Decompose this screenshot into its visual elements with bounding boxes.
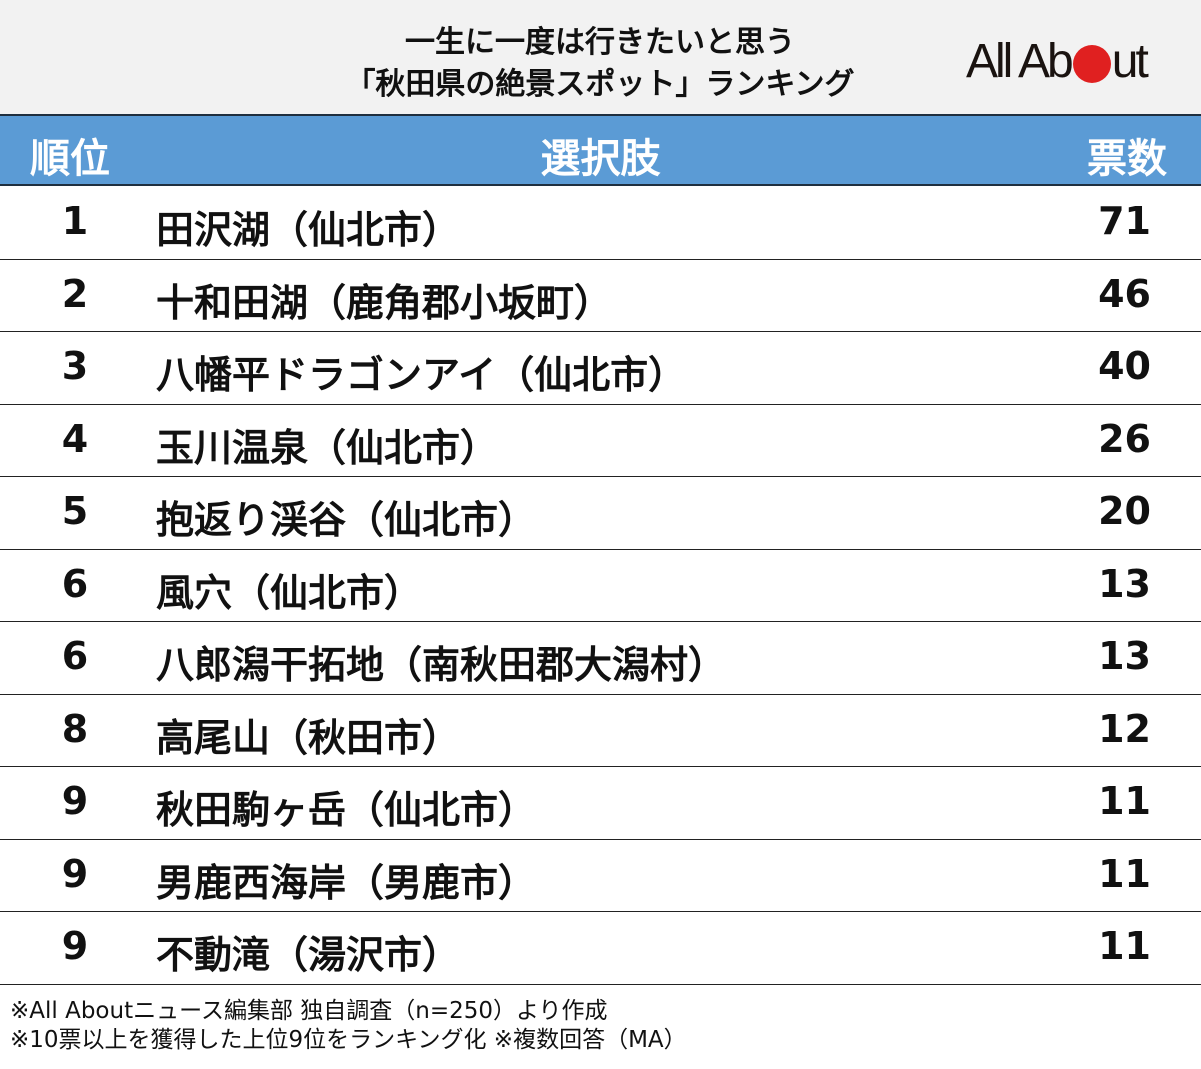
votes-cell: 46 [1098, 271, 1151, 316]
table-row: 8 高尾山（秋田市） 12 [0, 695, 1201, 767]
table-row: 4 玉川温泉（仙北市） 26 [0, 405, 1201, 477]
table-row: 5 抱返り渓谷（仙北市） 20 [0, 477, 1201, 550]
choice-cell: 高尾山（秋田市） [156, 715, 461, 760]
rank-cell: 5 [61, 489, 89, 533]
choice-cell: 八郎潟干拓地（南秋田郡大潟村） [156, 643, 727, 687]
rank-cell: 1 [61, 199, 89, 243]
choice-cell: 不動滝（湯沢市） [156, 933, 461, 977]
rank-cell: 6 [61, 561, 89, 606]
logo-text-left: All Ab [966, 34, 1074, 88]
rank-cell: 3 [61, 344, 89, 388]
table-row: 9 男鹿西海岸（男鹿市） 11 [0, 840, 1201, 912]
ranking-table: 1 田沢湖（仙北市） 71 2 十和田湖（鹿角郡小坂町） 46 3 八幡平ドラゴンアイ（仙… [0, 187, 1201, 985]
table-row: 9 秋田駒ヶ岳（仙北市） 11 [0, 767, 1201, 840]
choice-cell: 玉川温泉（仙北市） [156, 425, 499, 470]
table-row: 3 八幡平ドラゴンアイ（仙北市） 40 [0, 332, 1201, 405]
votes-cell: 11 [1098, 779, 1151, 823]
votes-cell: 40 [1098, 344, 1151, 388]
choice-cell: 八幡平ドラゴンアイ（仙北市） [156, 353, 687, 397]
title-line-1: 一生に一度は行きたいと思う [405, 25, 795, 60]
logo-text-right: ut [1111, 34, 1149, 88]
header-rank: 順位 [30, 136, 110, 182]
table-row: 2 十和田湖（鹿角郡小坂町） 46 [0, 260, 1201, 332]
table-row: 6 八郎潟干拓地（南秋田郡大潟村） 13 [0, 622, 1201, 695]
footnotes: ※All Aboutニュース編集部 独自調査（n=250）より作成 ※10票以上… [10, 997, 687, 1055]
table-row: 6 風穴（仙北市） 13 [0, 550, 1201, 622]
votes-cell: 13 [1098, 634, 1151, 678]
votes-cell: 11 [1098, 924, 1151, 968]
allabout-logo: All Ab ut [966, 34, 1149, 88]
rank-cell: 8 [61, 706, 89, 751]
choice-cell: 抱返り渓谷（仙北市） [156, 498, 537, 542]
choice-cell: 男鹿西海岸（男鹿市） [156, 860, 537, 905]
rank-cell: 9 [61, 924, 89, 968]
votes-cell: 11 [1098, 851, 1151, 896]
footnote-source: ※All Aboutニュース編集部 独自調査（n=250）より作成 [10, 998, 608, 1024]
rank-cell: 9 [61, 779, 89, 823]
votes-cell: 20 [1098, 489, 1151, 533]
footnote-method: ※10票以上を獲得した上位9位をランキング化 ※複数回答（MA） [10, 1027, 687, 1053]
chart-title: 一生に一度は行きたいと思う 「秋田県の絶景スポット」ランキング [250, 22, 950, 106]
choice-cell: 風穴（仙北市） [156, 570, 423, 615]
votes-cell: 13 [1098, 561, 1151, 606]
votes-cell: 26 [1098, 416, 1151, 461]
votes-cell: 12 [1098, 706, 1151, 751]
rank-cell: 6 [61, 634, 89, 678]
table-row: 1 田沢湖（仙北市） 71 [0, 187, 1201, 260]
rank-cell: 4 [61, 416, 89, 461]
title-area: 一生に一度は行きたいと思う 「秋田県の絶景スポット」ランキング All Ab ut [0, 0, 1201, 114]
table-row: 9 不動滝（湯沢市） 11 [0, 912, 1201, 985]
choice-cell: 田沢湖（仙北市） [156, 208, 461, 252]
header-votes: 票数 [1087, 136, 1167, 182]
table-header: 選択肢 順位 票数 [0, 114, 1201, 186]
rank-cell: 2 [61, 271, 89, 316]
rank-cell: 9 [61, 851, 89, 896]
choice-cell: 十和田湖（鹿角郡小坂町） [156, 280, 613, 325]
choice-cell: 秋田駒ヶ岳（仙北市） [156, 788, 537, 832]
title-line-2: 「秋田県の絶景スポット」ランキング [345, 67, 855, 102]
votes-cell: 71 [1098, 199, 1151, 243]
header-choice: 選択肢 [540, 136, 661, 182]
logo-red-dot-icon [1072, 45, 1111, 83]
